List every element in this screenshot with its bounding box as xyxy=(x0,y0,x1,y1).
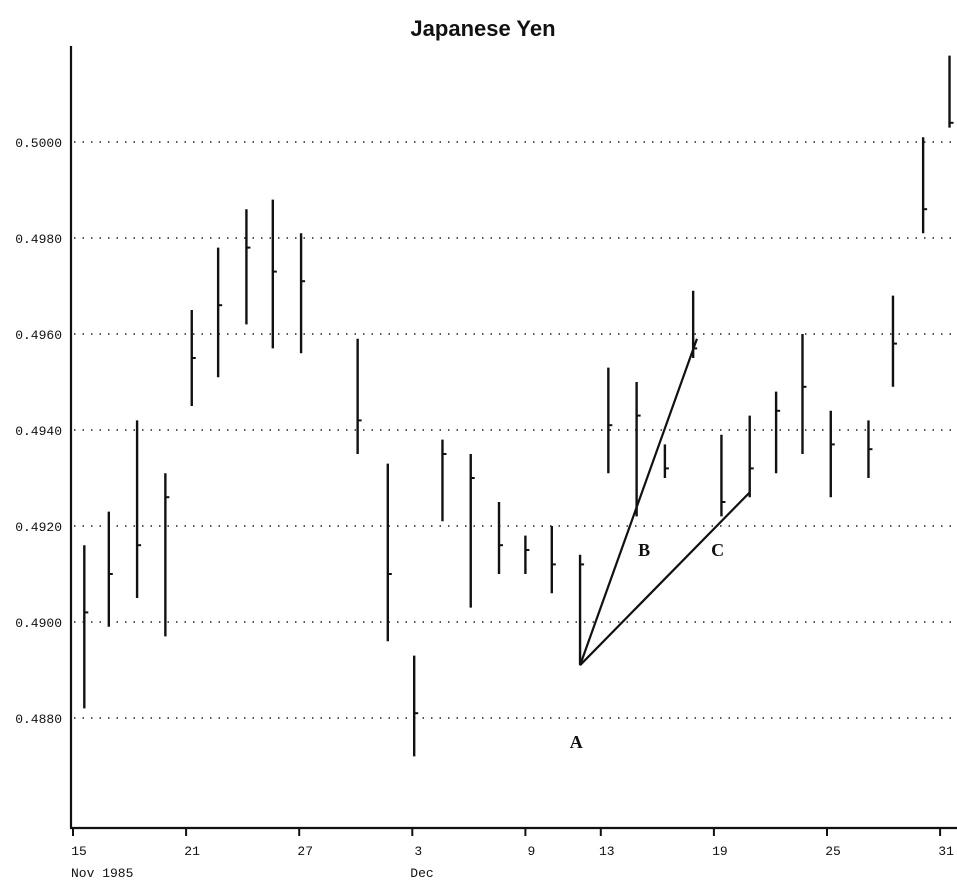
price-bars xyxy=(83,55,954,757)
x-ticks: 15 21 27 3 9 13 19 25 31 Nov 1985 Dec xyxy=(71,828,954,881)
chart-title: Japanese Yen xyxy=(410,16,555,41)
y-tick-label: 0.4980 xyxy=(15,232,62,247)
x-tick-label: 21 xyxy=(184,844,200,859)
x-tick-label: 9 xyxy=(527,844,535,859)
y-tick-label: 0.5000 xyxy=(15,136,62,151)
x-tick-label: 15 xyxy=(71,844,87,859)
y-tick-label: 0.4900 xyxy=(15,616,62,631)
y-tick-label: 0.4920 xyxy=(15,520,62,535)
trendline xyxy=(579,491,751,666)
x-date-label: Nov 1985 xyxy=(71,866,133,881)
y-tick-label: 0.4940 xyxy=(15,424,62,439)
x-tick-label: 13 xyxy=(599,844,615,859)
annotation-label: A xyxy=(570,732,583,752)
gridlines xyxy=(74,141,955,719)
y-tick-label: 0.4960 xyxy=(15,328,62,343)
x-tick-label: 19 xyxy=(712,844,728,859)
x-tick-label: 25 xyxy=(825,844,841,859)
y-tick-label: 0.4880 xyxy=(15,712,62,727)
annotation-label: C xyxy=(711,540,724,560)
annotation-label: B xyxy=(638,540,650,560)
annotations: A B C xyxy=(570,540,724,752)
x-tick-label: 31 xyxy=(938,844,954,859)
x-tick-label: 27 xyxy=(297,844,313,859)
trendline xyxy=(579,338,698,666)
trendlines xyxy=(579,338,751,666)
axes xyxy=(69,46,957,830)
y-tick-labels: 0.4880 0.4900 0.4920 0.4940 0.4960 0.4980 0.50… xyxy=(15,136,62,727)
x-date-label: Dec xyxy=(410,866,433,881)
x-tick-label: 3 xyxy=(414,844,422,859)
